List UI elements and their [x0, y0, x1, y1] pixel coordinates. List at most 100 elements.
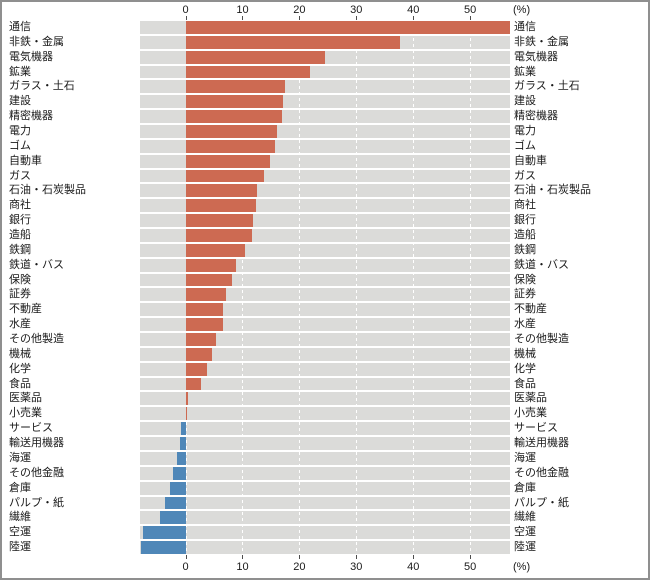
- plot-band: [140, 154, 510, 168]
- x-axis-tick-mark: [242, 16, 244, 20]
- category-label-right: 造船: [514, 229, 536, 242]
- bar-row: 精密機器 精密機器: [2, 109, 648, 124]
- x-axis-tick-mark: [356, 16, 358, 20]
- negative-bar: [159, 511, 186, 525]
- plot-band: [140, 392, 510, 406]
- x-axis-tick-label: 20: [293, 561, 306, 573]
- plot-band: [140, 481, 510, 495]
- category-label-left: ゴム: [9, 139, 31, 152]
- category-label-right: 石油・石炭製品: [514, 184, 591, 197]
- positive-bar: [185, 125, 277, 138]
- category-label-left: 陸運: [9, 541, 31, 554]
- category-label-left: 輸送用機器: [9, 437, 64, 450]
- plot-band: [140, 273, 510, 287]
- category-label-left: 機械: [9, 347, 31, 360]
- bar-row: 電気機器 電気機器: [2, 50, 648, 65]
- negative-bar: [173, 466, 186, 480]
- bar-row: 陸運 陸運: [2, 540, 648, 555]
- category-label-right: 化学: [514, 362, 536, 375]
- category-label-right: 不動産: [514, 303, 547, 316]
- positive-bar: [185, 110, 283, 124]
- category-label-right: 空運: [514, 526, 536, 539]
- positive-bar: [185, 318, 223, 332]
- category-label-right: パルプ・紙: [514, 496, 569, 509]
- bar-row: サービス サービス: [2, 421, 648, 436]
- negative-bar: [165, 496, 186, 510]
- x-axis-tick-mark: [413, 555, 415, 559]
- x-axis-bottom-unit-label: (%): [513, 561, 531, 573]
- category-label-right: 水産: [514, 318, 536, 331]
- category-label-left: 証券: [9, 288, 31, 301]
- x-axis-tick-mark: [299, 16, 301, 20]
- x-axis-tick-label: 10: [236, 561, 249, 573]
- negative-bar: [170, 481, 186, 495]
- category-label-left: 銀行: [9, 214, 31, 227]
- category-label-left: 自動車: [9, 154, 42, 167]
- category-label-right: 電力: [514, 125, 536, 138]
- category-label-left: 海運: [9, 451, 31, 464]
- plot-band: [140, 169, 510, 183]
- plot-band: [140, 125, 510, 138]
- positive-bar: [185, 21, 510, 34]
- category-label-right: 建設: [514, 95, 536, 108]
- bar-row: 鉄道・バス 鉄道・バス: [2, 258, 648, 273]
- x-axis-tick-label: 30: [350, 561, 363, 573]
- x-axis-tick-mark: [185, 555, 187, 559]
- category-label-right: 海運: [514, 451, 536, 464]
- category-label-right: サービス: [514, 422, 558, 435]
- x-axis-bottom: (%) 0 10 20 30 40 50: [2, 555, 648, 578]
- negative-bar: [143, 526, 186, 540]
- x-axis-tick-label: 50: [464, 561, 477, 573]
- category-label-right: ガラス・土石: [514, 80, 580, 93]
- category-label-left: パルプ・紙: [9, 496, 64, 509]
- category-label-right: 自動車: [514, 154, 547, 167]
- category-label-right: 保険: [514, 273, 536, 286]
- positive-bar: [185, 229, 252, 242]
- category-label-left: 繊維: [9, 511, 31, 524]
- plot-band: [140, 407, 510, 421]
- category-label-left: 造船: [9, 229, 31, 242]
- plot-band: [140, 258, 510, 272]
- x-axis-tick-mark: [299, 555, 301, 559]
- plot-band: [140, 65, 510, 79]
- positive-bar: [185, 377, 202, 391]
- negative-bar: [177, 451, 186, 465]
- bar-row: 医薬品 医薬品: [2, 391, 648, 406]
- x-axis-tick-label: 40: [407, 4, 420, 16]
- bar-row: 繊維 繊維: [2, 510, 648, 525]
- positive-bar: [185, 273, 233, 287]
- category-label-left: その他製造: [9, 333, 64, 346]
- category-label-right: 商社: [514, 199, 536, 212]
- bar-row: その他製造 その他製造: [2, 332, 648, 347]
- category-label-right: その他金融: [514, 466, 569, 479]
- bar-row: 海運 海運: [2, 451, 648, 466]
- category-label-right: ガス: [514, 169, 536, 182]
- positive-bar: [185, 80, 285, 94]
- category-label-left: 通信: [9, 21, 31, 33]
- category-label-right: 精密機器: [514, 110, 558, 123]
- x-axis-tick-label: 10: [236, 4, 249, 16]
- plot-band: [140, 184, 510, 198]
- category-label-right: 電気機器: [514, 50, 558, 63]
- category-label-left: ガス: [9, 169, 31, 182]
- bar-row: 非鉄・金属 非鉄・金属: [2, 35, 648, 50]
- plot-band: [140, 362, 510, 376]
- bar-row: 水産 水産: [2, 317, 648, 332]
- positive-bar: [185, 362, 207, 376]
- category-label-right: 鉱業: [514, 65, 536, 78]
- plot-band: [140, 110, 510, 124]
- plot-band: [140, 451, 510, 465]
- plot-band: [140, 437, 510, 450]
- x-axis-top: (%) 0 10 20 30 40 50: [2, 2, 648, 20]
- x-axis-tick-mark: [356, 555, 358, 559]
- bar-row: 商社 商社: [2, 198, 648, 213]
- bar-row: 不動産 不動産: [2, 302, 648, 317]
- category-label-left: 水産: [9, 318, 31, 331]
- x-axis-tick-mark: [413, 16, 415, 20]
- plot-band: [140, 333, 510, 346]
- positive-bar: [185, 243, 246, 257]
- plot-band: [140, 21, 510, 34]
- positive-bar: [185, 303, 224, 317]
- positive-bar: [185, 65, 310, 79]
